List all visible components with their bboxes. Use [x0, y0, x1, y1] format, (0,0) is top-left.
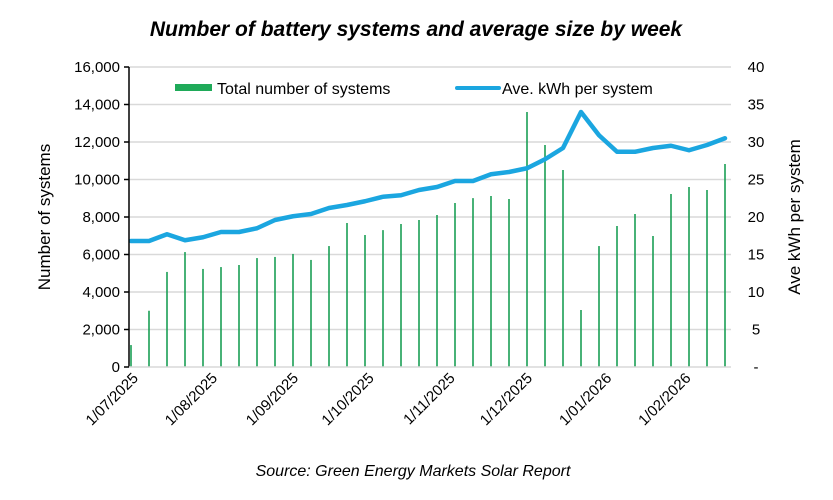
x-tick-label: 1/02/2026 [635, 370, 694, 429]
bars-total-systems [130, 112, 726, 367]
y2-tick-label: - [754, 359, 759, 376]
y-tick-label: 2,000 [82, 322, 120, 339]
gridlines [129, 66, 731, 331]
source-note: Source: Green Energy Markets Solar Repor… [256, 463, 571, 480]
y-tick-label: 4,000 [82, 284, 120, 301]
x-tick-label: 1/08/2025 [162, 370, 221, 429]
legend-label-ave-kwh: Ave. kWh per system [502, 81, 653, 98]
chart-title: Number of battery systems and average si… [150, 18, 684, 41]
y2-tick-label: 20 [748, 209, 765, 226]
y2-tick-label: 25 [748, 172, 765, 189]
y-tick-label: 0 [112, 359, 120, 376]
x-tick-label: 1/09/2025 [243, 370, 302, 429]
x-tick-label: 1/07/2025 [83, 370, 142, 429]
y-tick-label: 16,000 [74, 59, 120, 76]
legend: Total number of systems Ave. kWh per sys… [175, 81, 653, 98]
y-tick-label: 14,000 [74, 97, 120, 114]
y2-tick-label: 10 [748, 284, 765, 301]
y2-axis-title: Ave kWh per system [785, 139, 804, 295]
x-tick-label: 1/10/2025 [318, 370, 377, 429]
legend-label-total-systems: Total number of systems [217, 81, 390, 98]
y-tick-label: 10,000 [74, 172, 120, 189]
y2-tick-label: 35 [748, 97, 765, 114]
y-tick-label: 6,000 [82, 247, 120, 264]
y-axis-title: Number of systems [35, 144, 54, 290]
y2-tick-label: 30 [748, 134, 765, 151]
series-line-ave-kwh [128, 109, 728, 244]
line-ave-kwh [128, 109, 728, 244]
y-tick-label: 8,000 [82, 209, 120, 226]
y2-tick-label: 40 [748, 59, 765, 76]
legend-swatch-total-systems [175, 84, 212, 91]
y-tick-label: 12,000 [74, 134, 120, 151]
y2-tick-label: 5 [752, 322, 760, 339]
x-tick-label: 1/01/2026 [556, 370, 615, 429]
x-tick-label: 1/11/2025 [400, 370, 458, 428]
y2-tick-label: 15 [748, 247, 765, 264]
x-tick-label: 1/12/2025 [477, 370, 536, 429]
